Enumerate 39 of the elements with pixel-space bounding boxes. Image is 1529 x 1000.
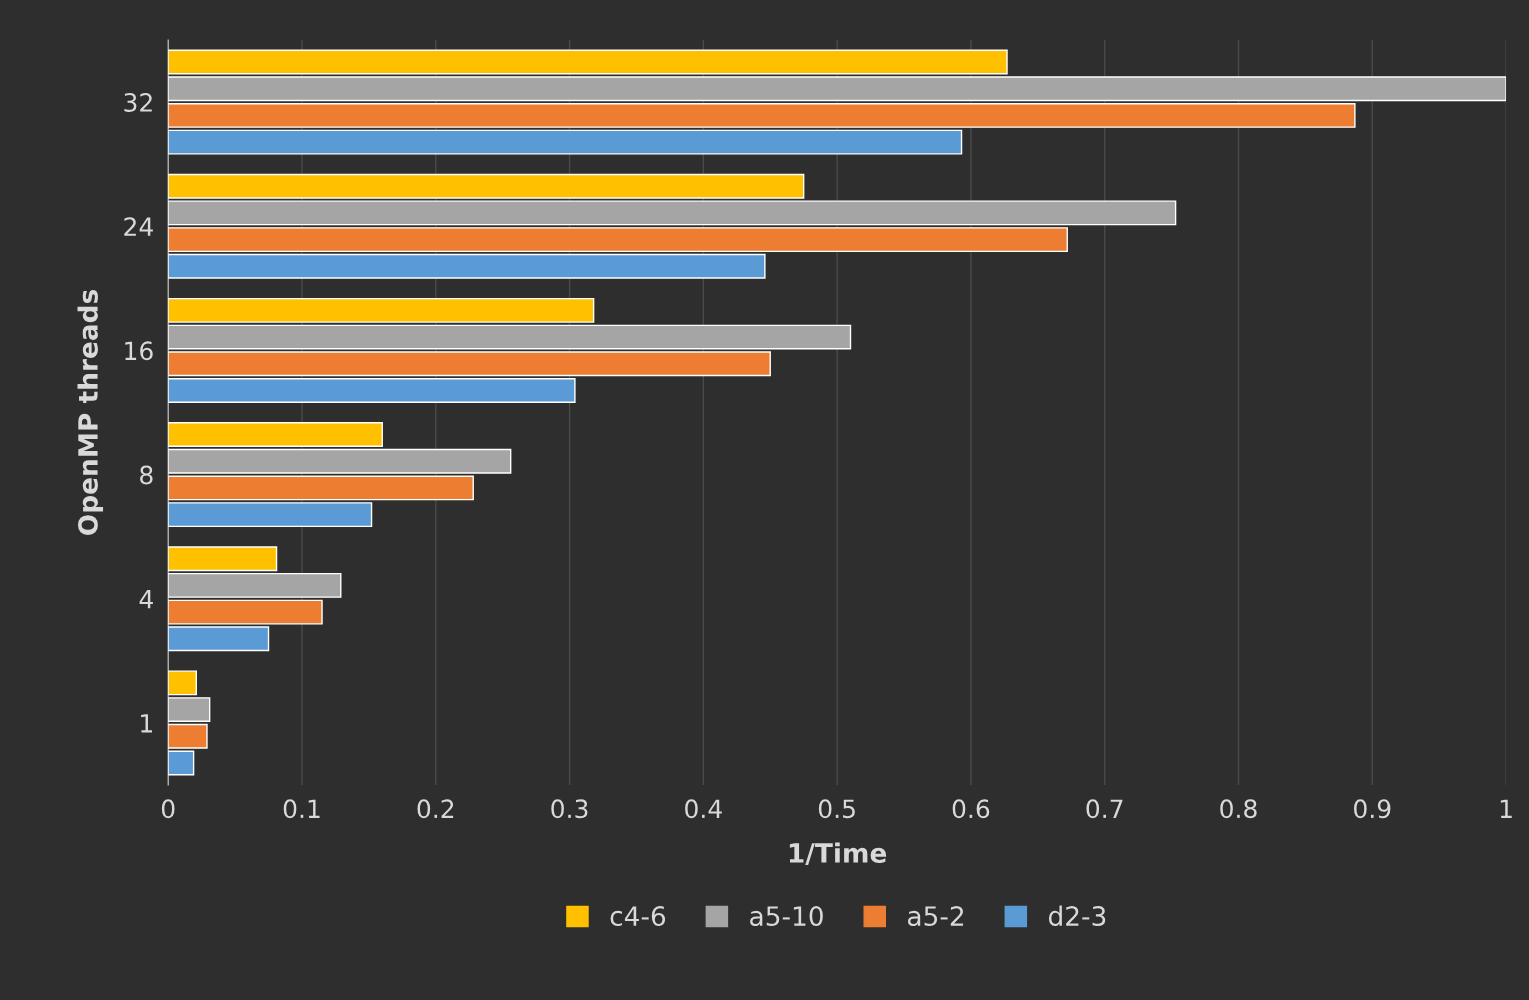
y-tick-label: 24 (124, 217, 153, 236)
bar (168, 572, 342, 598)
y-tick-label: 8 (140, 465, 153, 485)
bar (168, 102, 1356, 128)
x-tick-label: 0.7 (1086, 799, 1123, 819)
legend-label: c4-6 (610, 906, 666, 927)
y-tick-label: 4 (139, 590, 153, 609)
x-tick-label: 0.9 (1354, 799, 1391, 819)
x-tick-label: 0.6 (952, 799, 990, 819)
bar (168, 502, 373, 528)
x-tick-label: 1 (1500, 799, 1512, 818)
bar (168, 253, 766, 279)
x-tick-label: 0.8 (1220, 799, 1257, 819)
bar (168, 378, 576, 403)
legend-label: a5-2 (908, 906, 964, 927)
bar (168, 750, 195, 776)
y-tick-label: 32 (124, 93, 152, 112)
x-tick-label: 0 (161, 799, 175, 819)
bar (168, 76, 1507, 102)
y-tick-label: 16 (125, 341, 153, 361)
bar (168, 49, 1008, 75)
bar (168, 422, 383, 447)
x-tick-label: 0.5 (818, 799, 855, 819)
x-tick-label: 0.2 (417, 799, 454, 819)
bar (168, 670, 197, 696)
bar (168, 227, 1068, 253)
legend-label: a5-10 (750, 906, 823, 927)
y-axis-title: OpenMP threads (77, 289, 104, 535)
bar (168, 297, 595, 323)
bar (168, 697, 211, 723)
x-tick-label: 0.1 (283, 799, 320, 819)
y-tick-label: 1 (141, 714, 152, 733)
x-tick-label: 0.4 (685, 799, 722, 819)
x-axis-title: 1/Time (789, 842, 887, 866)
bar (168, 546, 278, 572)
bar (168, 723, 208, 749)
bar (168, 129, 963, 155)
legend-label: d2-3 (1048, 905, 1106, 927)
x-tick-label: 0.3 (551, 799, 588, 819)
